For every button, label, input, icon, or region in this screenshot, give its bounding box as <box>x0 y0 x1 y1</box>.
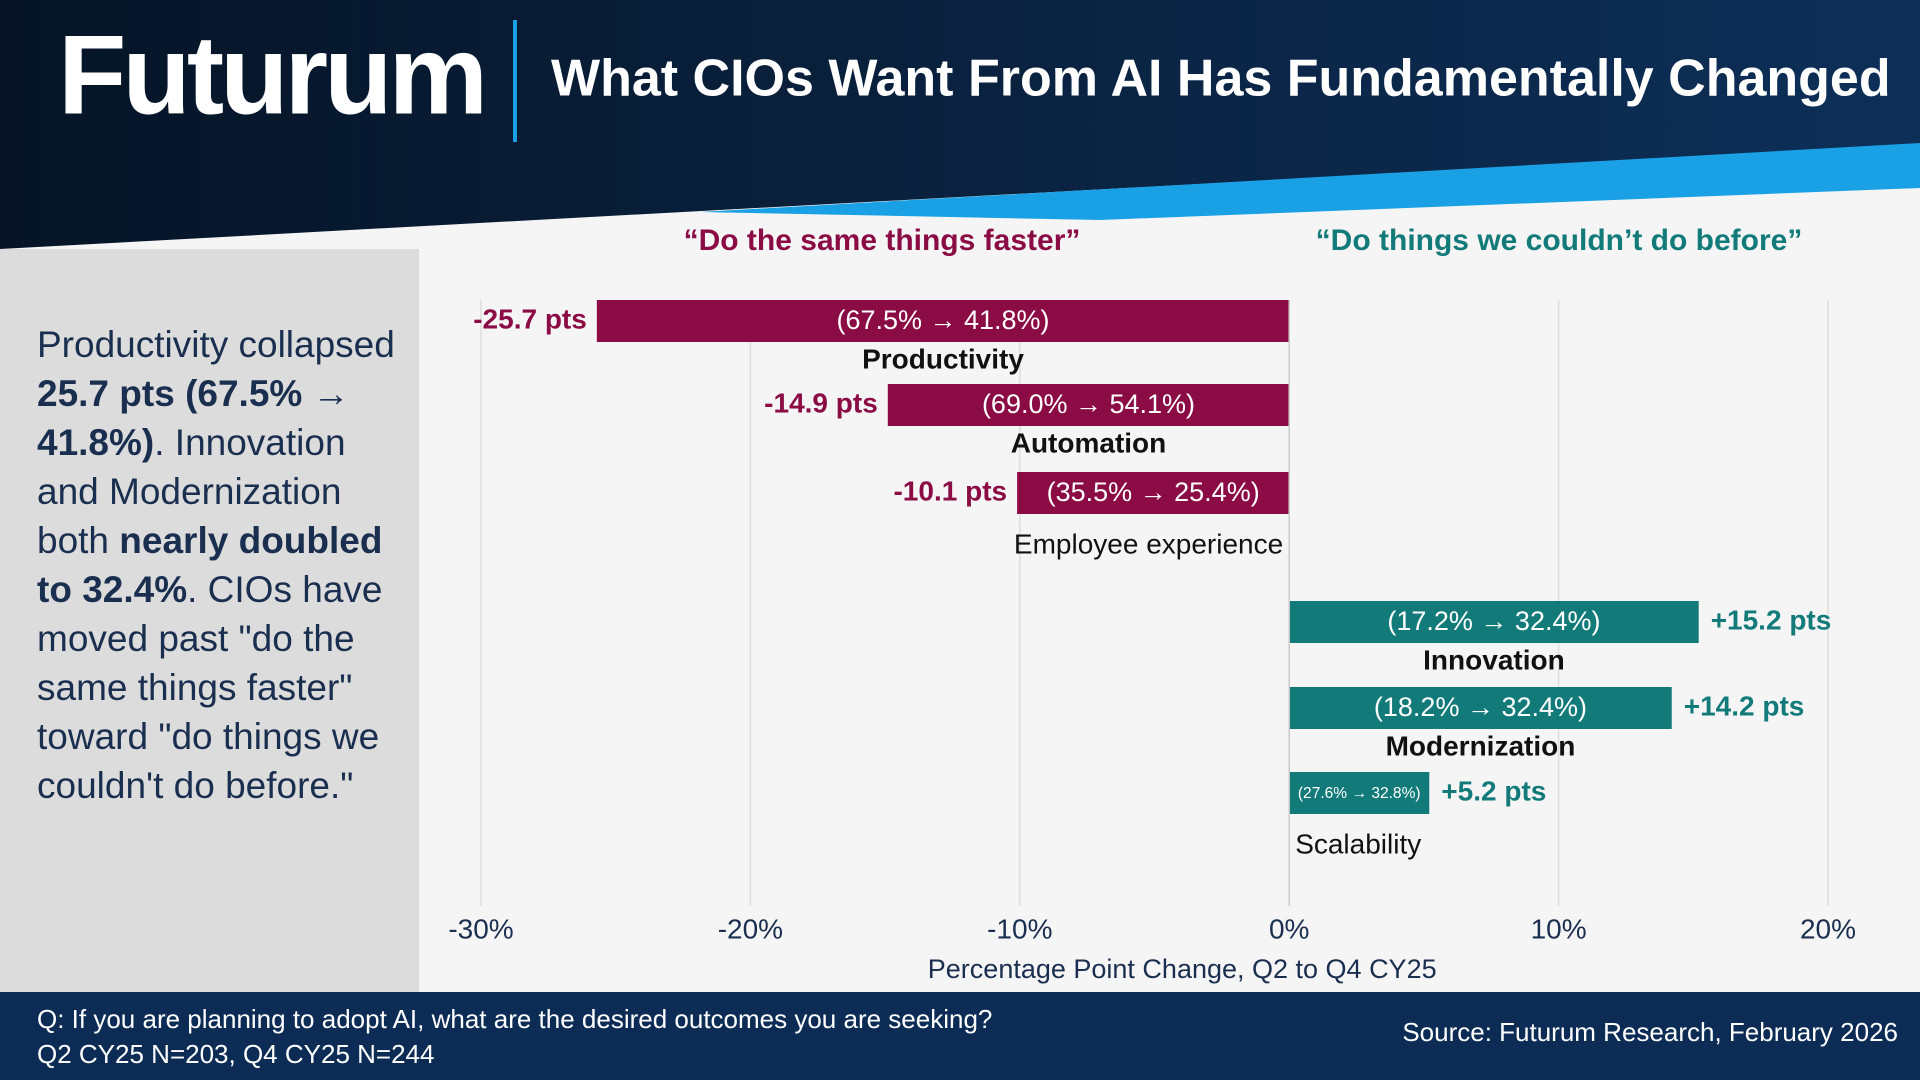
change-label: (69.0% → 54.1%) <box>982 389 1195 419</box>
change-label: (27.6% → 32.8%) <box>1298 785 1421 802</box>
x-axis-label: Percentage Point Change, Q2 to Q4 CY25 <box>928 954 1437 984</box>
bar <box>1289 601 1699 643</box>
category-label: Employee experience <box>1014 528 1283 559</box>
sample: Q2 CY25 N=203, Q4 CY25 N=244 <box>37 1039 434 1069</box>
value-label: -25.7 pts <box>473 303 587 334</box>
category-label: Scalability <box>1295 828 1421 859</box>
footer-bg <box>0 992 1920 1080</box>
change-label: (35.5% → 25.4%) <box>1047 477 1260 507</box>
value-label: -14.9 pts <box>764 387 878 418</box>
category-label: Automation <box>1011 427 1167 458</box>
group-label: “Do things we couldn’t do before” <box>1316 224 1803 257</box>
sidebar-segment: Productivity collapsed <box>37 324 395 365</box>
group-label: “Do the same things faster” <box>684 224 1081 257</box>
header-stripe <box>700 143 1920 220</box>
bar <box>1289 687 1672 729</box>
value-label: +5.2 pts <box>1441 775 1546 806</box>
category-label: Productivity <box>862 343 1024 374</box>
x-tick-label: 10% <box>1531 913 1587 944</box>
value-label: -10.1 pts <box>893 475 1007 506</box>
x-tick-label: -30% <box>448 913 513 944</box>
header-bg <box>0 0 1920 249</box>
value-label: +14.2 pts <box>1684 690 1805 721</box>
sidebar-text: Productivity collapsed 25.7 pts (67.5% →… <box>37 320 397 810</box>
sidebar-segment: . Innovation and Modernization both <box>37 422 346 561</box>
bar <box>1289 772 1430 814</box>
change-label: (17.2% → 32.4%) <box>1387 606 1600 636</box>
sidebar-segment: . CIOs have moved past "do the same thin… <box>37 569 383 806</box>
bar <box>1017 472 1290 514</box>
bar <box>596 300 1290 342</box>
x-tick-label: 20% <box>1800 913 1856 944</box>
source: Source: Futurum Research, February 2026 <box>1402 1017 1898 1047</box>
category-label: Innovation <box>1423 644 1565 675</box>
sidebar-segment: 25.7 pts (67.5% → 41.8%) <box>37 373 350 463</box>
category-label: Modernization <box>1386 730 1576 761</box>
x-tick-label: -10% <box>987 913 1052 944</box>
bar <box>887 384 1290 426</box>
sidebar-bg <box>0 249 419 992</box>
title: What CIOs Want From AI Has Fundamentally… <box>551 50 1891 108</box>
sidebar-segment: nearly doubled to 32.4% <box>37 520 383 610</box>
x-tick-label: 0% <box>1269 913 1309 944</box>
question: Q: If you are planning to adopt AI, what… <box>37 1004 992 1034</box>
change-label: (18.2% → 32.4%) <box>1374 692 1587 722</box>
x-tick-label: -20% <box>718 913 783 944</box>
value-label: +15.2 pts <box>1711 604 1832 635</box>
logo: Futurum <box>58 13 484 138</box>
change-label: (67.5% → 41.8%) <box>836 305 1049 335</box>
